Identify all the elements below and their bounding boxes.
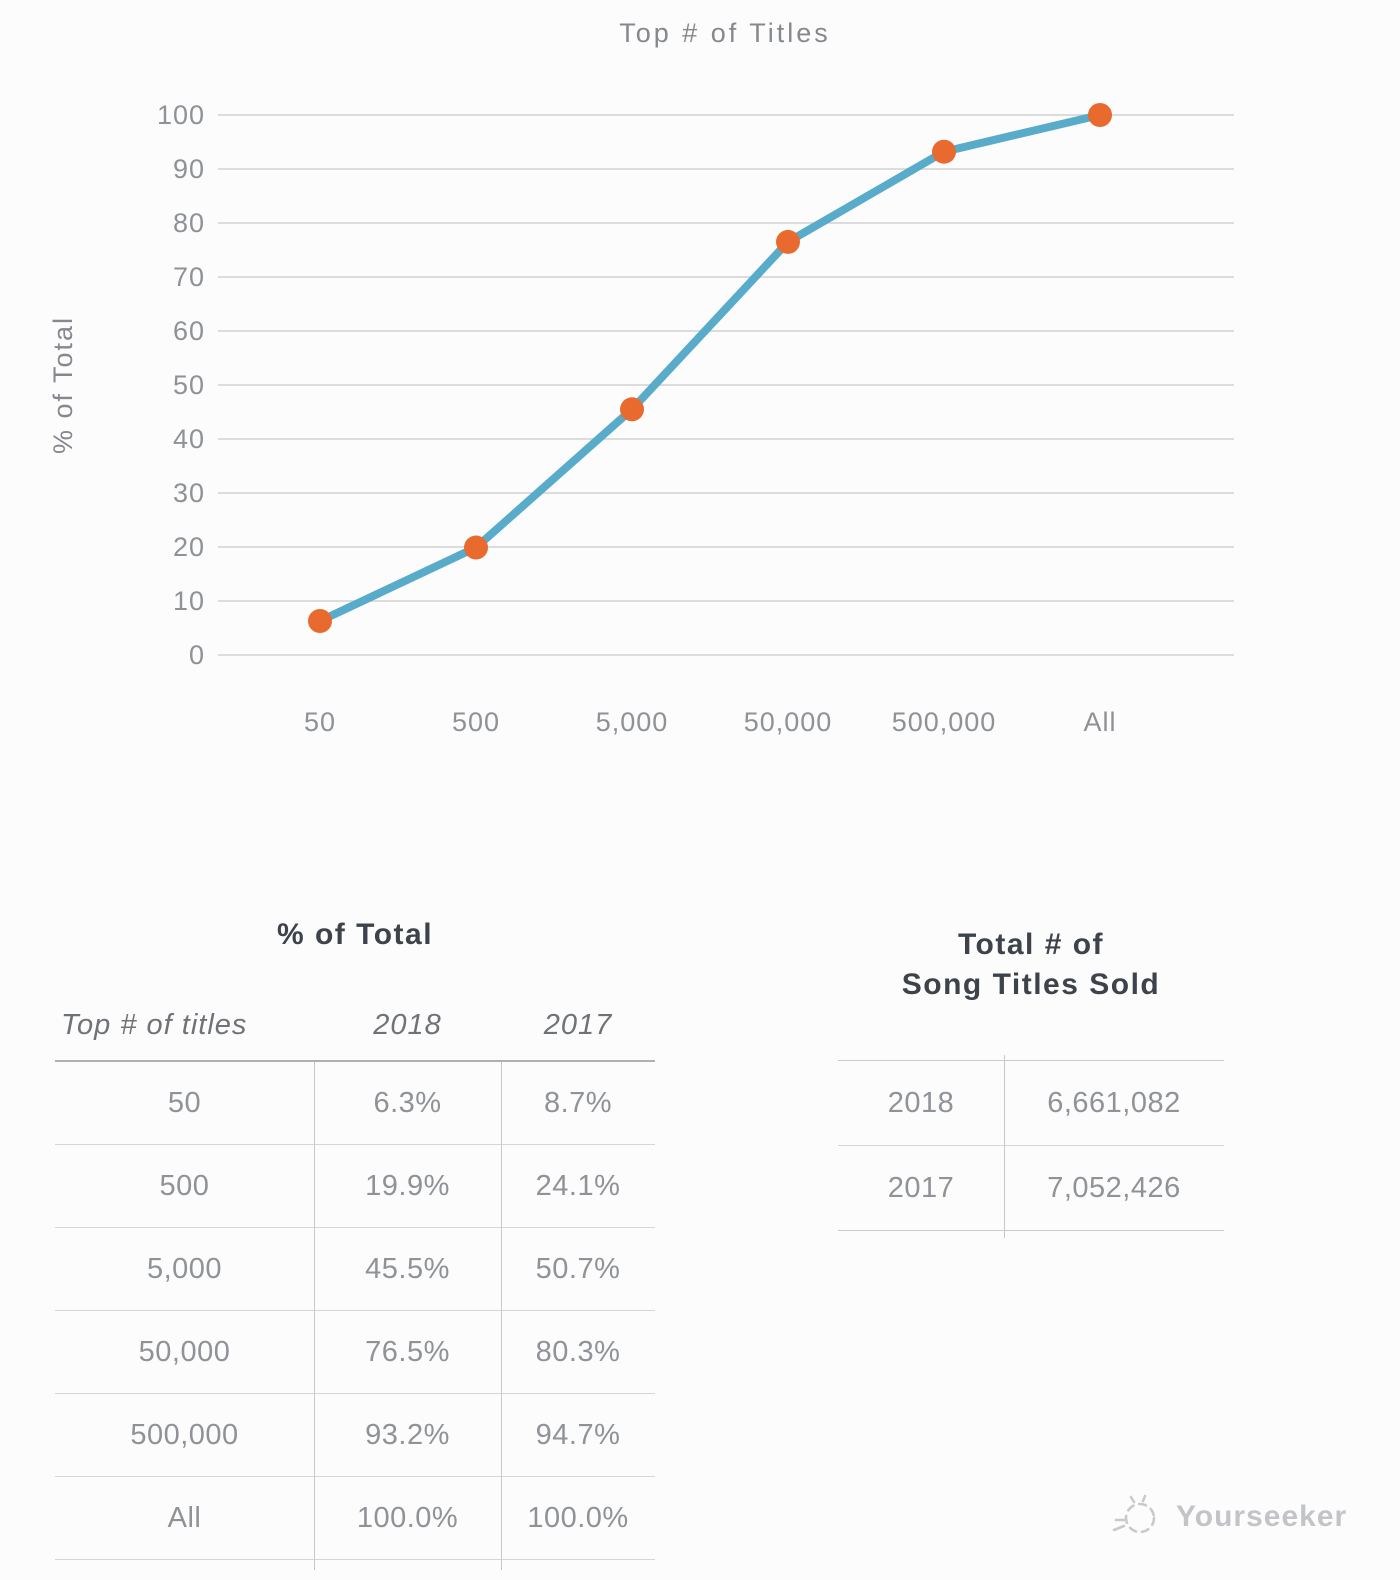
table-cell: 100.0% xyxy=(356,1501,459,1534)
table-cell: 94.7% xyxy=(535,1418,621,1451)
table-row: 2017 7,052,426 xyxy=(838,1145,1224,1230)
y-tick-label: 30 xyxy=(173,478,205,508)
y-tick-labels: 0 10 20 30 40 50 60 70 80 90 100 xyxy=(157,100,205,670)
column-divider xyxy=(501,1062,502,1570)
totals-table: Total # of Song Titles Sold 2018 6,661,08… xyxy=(838,915,1224,1238)
data-points xyxy=(308,103,1112,633)
header-2017: 2017 xyxy=(543,1009,613,1041)
table-cell: 500 xyxy=(159,1169,210,1202)
x-tick-labels: 50 500 5,000 50,000 500,000 All xyxy=(304,707,1116,737)
y-tick-label: 50 xyxy=(173,370,205,400)
chart-title: Top # of Titles xyxy=(619,18,831,48)
table-cell: 24.1% xyxy=(535,1169,621,1202)
percent-table-header-row: Top # of titles 2018 2017 xyxy=(55,1005,655,1045)
x-tick-label: 50,000 xyxy=(744,707,833,737)
y-tick-label: 70 xyxy=(173,262,205,292)
watermark-label: Yourseeker xyxy=(1176,1500,1348,1533)
column-divider xyxy=(1004,1055,1005,1238)
header-top-num-titles: Top # of titles xyxy=(61,1009,248,1041)
data-point xyxy=(932,139,956,164)
table-row: 50 6.3% 8.7% xyxy=(55,1062,655,1145)
y-tick-label: 0 xyxy=(189,640,205,670)
table-cell: 50.7% xyxy=(535,1252,621,1285)
table-cell: 500,000 xyxy=(130,1418,239,1451)
table-cell: 6,661,082 xyxy=(1047,1086,1181,1119)
totals-title-line1: Total # of xyxy=(957,928,1105,961)
table-cell: 7,052,426 xyxy=(1047,1171,1181,1204)
table-cell: 100.0% xyxy=(527,1501,629,1534)
percent-of-total-table: % of Total Top # of titles 2018 2017 50 6… xyxy=(55,915,655,1570)
data-point xyxy=(308,608,332,633)
x-tick-label: 5,000 xyxy=(596,707,669,737)
table-row: 5,000 45.5% 50.7% xyxy=(55,1228,655,1311)
y-tick-label: 60 xyxy=(173,316,205,346)
table-row: 50,000 76.5% 80.3% xyxy=(55,1311,655,1394)
table-cell: 8.7% xyxy=(543,1086,613,1119)
table-cell: 80.3% xyxy=(535,1335,621,1368)
y-tick-label: 90 xyxy=(173,154,205,184)
x-tick-label: 500,000 xyxy=(892,707,997,737)
data-line xyxy=(316,111,1104,625)
percent-table-body: 50 6.3% 8.7% 500 19.9% 24.1% 5,000 45.5% 50.7% 50… xyxy=(55,1060,655,1570)
x-tick-label: 50 xyxy=(304,707,336,737)
y-tick-label: 40 xyxy=(173,424,205,454)
y-tick-label: 80 xyxy=(173,208,205,238)
table-row: 2018 6,661,082 xyxy=(838,1061,1224,1145)
totals-table-body: 2018 6,661,082 2017 7,052,426 xyxy=(838,1055,1224,1238)
table-row: 500,000 93.2% 94.7% xyxy=(55,1394,655,1477)
y-axis-title: % of Total xyxy=(48,316,78,454)
yourseeker-logo-icon xyxy=(1112,1494,1156,1534)
table-cell: 50 xyxy=(167,1086,202,1119)
table-row: All 100.0% 100.0% xyxy=(55,1477,655,1560)
table-cell: 2018 xyxy=(887,1086,955,1119)
table-cell: 93.2% xyxy=(365,1418,450,1451)
totals-title-line2: Song Titles Sold xyxy=(901,968,1161,1001)
y-tick-label: 100 xyxy=(157,100,205,130)
data-point xyxy=(620,397,644,422)
table-cell: All xyxy=(167,1501,202,1534)
table-cell: 2017 xyxy=(887,1171,955,1204)
y-tick-label: 10 xyxy=(173,586,205,616)
data-point xyxy=(776,229,800,254)
column-divider xyxy=(314,1062,315,1570)
x-tick-label: 500 xyxy=(452,707,500,737)
percent-table-title: % of Total xyxy=(276,918,434,951)
table-cell: 6.3% xyxy=(373,1086,442,1119)
totals-table-title: Total # of Song Titles Sold xyxy=(838,925,1224,1005)
gridlines xyxy=(218,114,1234,656)
table-cell: 50,000 xyxy=(138,1335,231,1368)
table-cell: 76.5% xyxy=(365,1335,450,1368)
table-cell: 19.9% xyxy=(365,1169,450,1202)
series-2018-line xyxy=(316,111,1104,625)
table-row: 500 19.9% 24.1% xyxy=(55,1145,655,1228)
data-point xyxy=(464,535,488,560)
y-tick-label: 20 xyxy=(173,532,205,562)
x-tick-label: All xyxy=(1083,707,1116,737)
header-2018: 2018 xyxy=(373,1009,442,1041)
table-cell: 45.5% xyxy=(365,1252,450,1285)
table-cell: 5,000 xyxy=(146,1252,223,1285)
data-point xyxy=(1088,103,1112,127)
watermark: Yourseeker xyxy=(1110,1494,1347,1540)
